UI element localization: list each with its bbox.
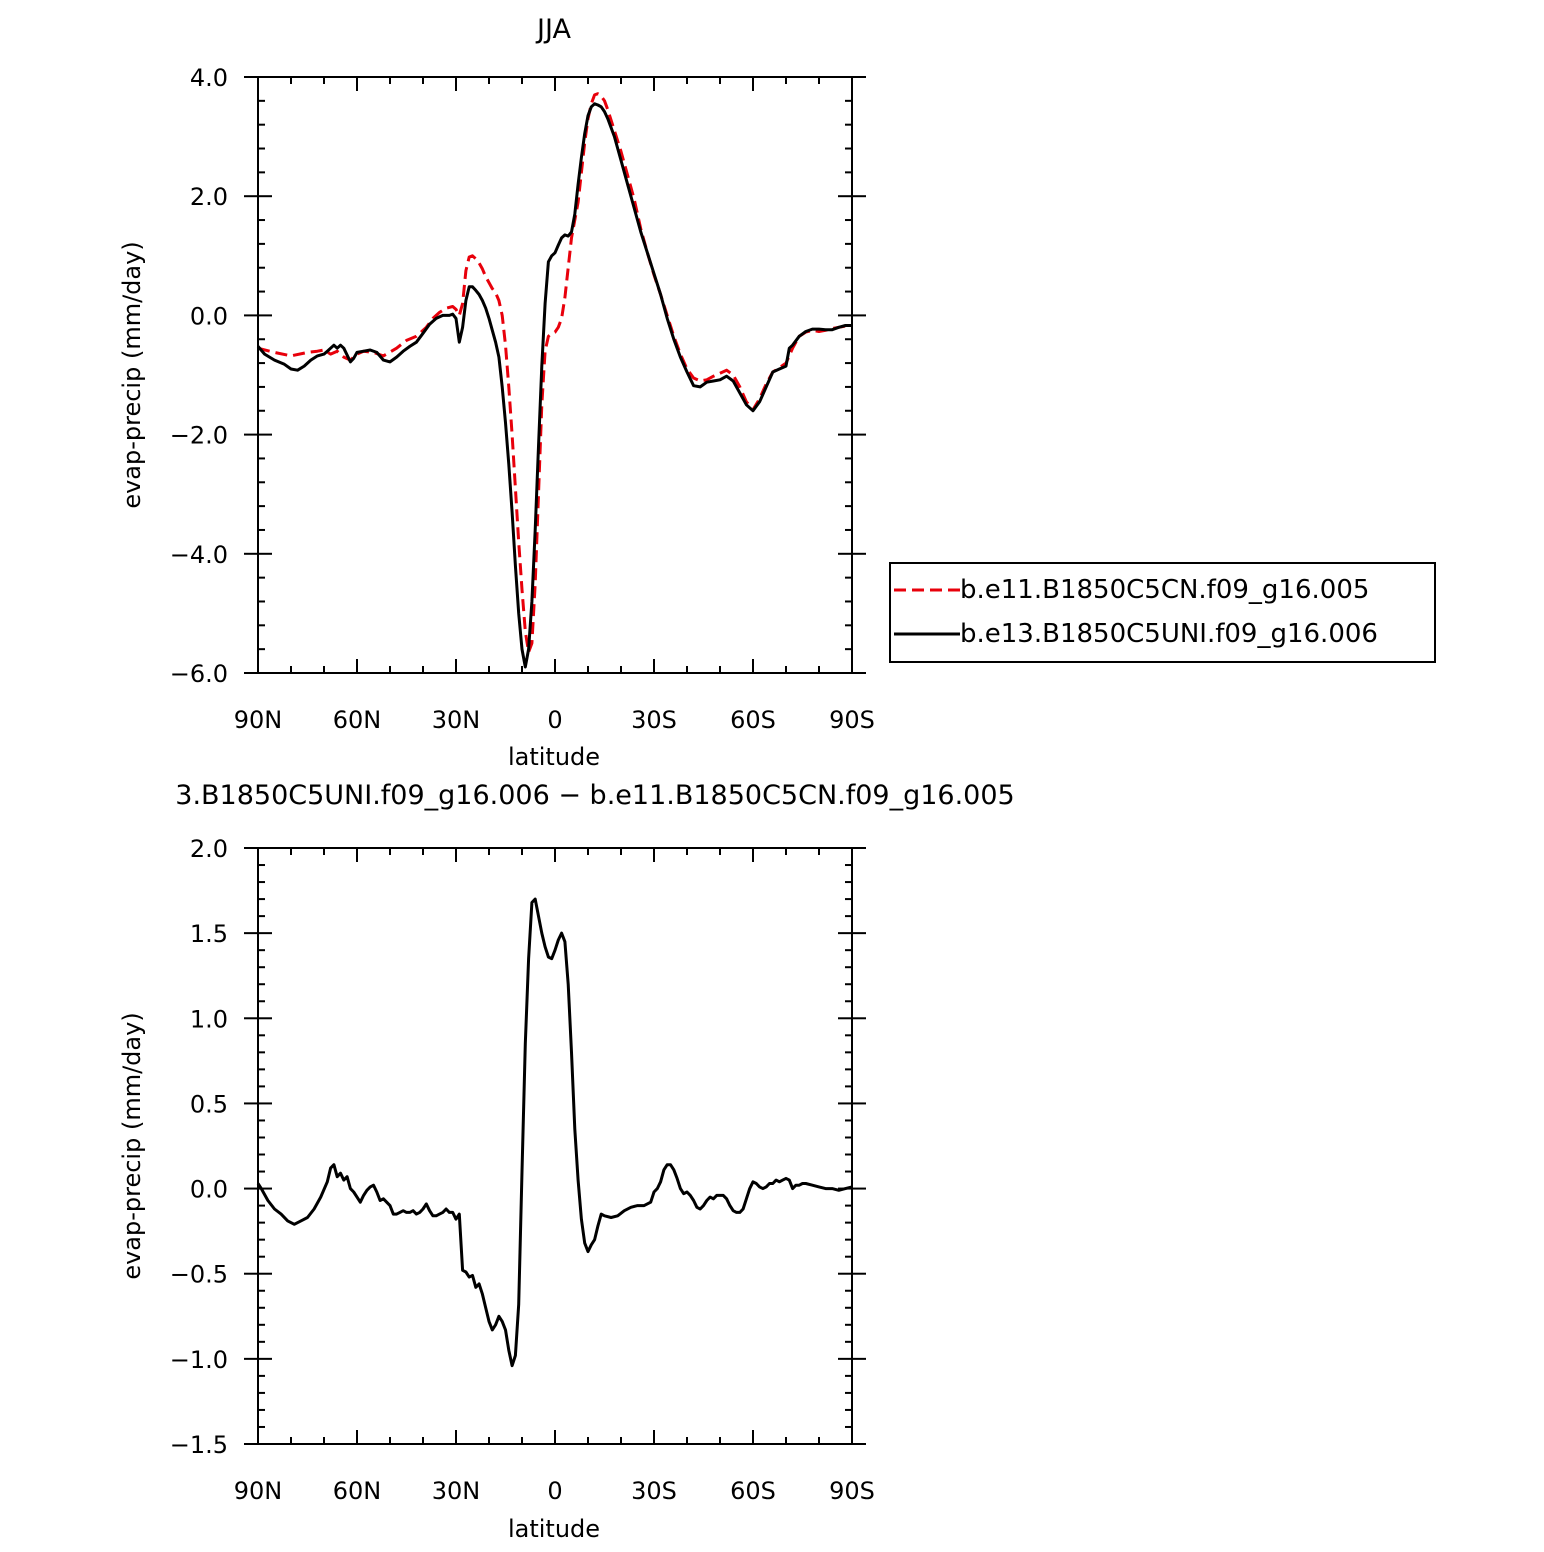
bottom-chart-x-tick-label: 90S: [829, 1477, 875, 1505]
top-chart-x-tick-label: 30N: [432, 706, 481, 734]
top-chart-y-tick-label: 0.0: [190, 302, 228, 330]
legend: b.e11.B1850C5CN.f09_g16.005 b.e13.B1850C…: [889, 562, 1436, 663]
top-chart-y-tick-label: 4.0: [190, 64, 228, 92]
top-chart-series-line-dashed-red: [257, 92, 853, 654]
bottom-line-chart: 3.B1850C5UNI.f09_g16.006 − b.e11.B1850C5…: [118, 780, 1015, 1543]
bottom-chart-x-tick-label: 60N: [333, 1477, 382, 1505]
bottom-chart-x-tick-label: 60S: [730, 1477, 776, 1505]
top-chart-frame: [257, 76, 853, 674]
top-chart-plot-area: [256, 92, 853, 669]
legend-entry-b-e13: b.e13.B1850C5UNI.f09_g16.006: [960, 619, 1378, 649]
top-chart-y-tick-label: −6.0: [170, 660, 228, 688]
legend-entry-b-e11: b.e11.B1850C5CN.f09_g16.005: [960, 575, 1369, 605]
bottom-chart-plot-area: [256, 897, 853, 1368]
bottom-chart-y-tick-label: −1.0: [170, 1346, 228, 1374]
bottom-chart-y-tick-label: −1.5: [170, 1431, 228, 1459]
bottom-chart-x-tick-label: 30S: [631, 1477, 677, 1505]
top-chart-x-tick-label: 60S: [730, 706, 776, 734]
bottom-chart-x-tick-label: 0: [547, 1477, 562, 1505]
top-chart-x-axis-label: latitude: [508, 743, 600, 771]
top-chart-ticks: 90N 60N 30N 0 30S 60S 90S −6.0 −4.0 −2.0 0.0 2.0 4.0: [170, 64, 875, 734]
top-chart-title: JJA: [535, 14, 571, 45]
top-chart-x-tick-label: 0: [547, 706, 562, 734]
top-chart-x-tick-label: 90N: [234, 706, 283, 734]
top-chart-y-tick-label: −2.0: [170, 422, 228, 450]
bottom-chart-y-tick-label: 2.0: [190, 835, 228, 863]
bottom-chart-y-tick-label: 1.5: [190, 920, 228, 948]
bottom-chart-y-axis-label: evap-precip (mm/day): [118, 1012, 146, 1279]
bottom-chart-x-axis-label: latitude: [508, 1515, 600, 1543]
top-line-chart: JJA latitude evap-precip (mm/day) 90N 60N…: [118, 14, 875, 771]
bottom-chart-y-tick-label: 1.0: [190, 1005, 228, 1033]
bottom-chart-x-tick-label: 90N: [234, 1477, 283, 1505]
top-chart-x-tick-label: 90S: [829, 706, 875, 734]
legend-box: [889, 562, 1436, 663]
bottom-chart-frame: [257, 847, 853, 1445]
bottom-chart-y-tick-label: −0.5: [170, 1261, 228, 1289]
bottom-chart-x-tick-label: 30N: [432, 1477, 481, 1505]
bottom-chart-y-tick-label: 0.0: [190, 1176, 228, 1204]
top-chart-x-tick-label: 60N: [333, 706, 382, 734]
bottom-chart-title: 3.B1850C5UNI.f09_g16.006 − b.e11.B1850C5…: [175, 780, 1014, 811]
top-chart-y-axis-label: evap-precip (mm/day): [118, 241, 146, 508]
top-chart-y-tick-label: 2.0: [190, 183, 228, 211]
top-chart-y-tick-label: −4.0: [170, 541, 228, 569]
top-chart-x-tick-label: 30S: [631, 706, 677, 734]
top-chart-series-line-solid-black: [256, 102, 852, 669]
bottom-chart-y-tick-label: 0.5: [190, 1090, 228, 1118]
bottom-chart-series-line-solid-black: [256, 897, 853, 1368]
